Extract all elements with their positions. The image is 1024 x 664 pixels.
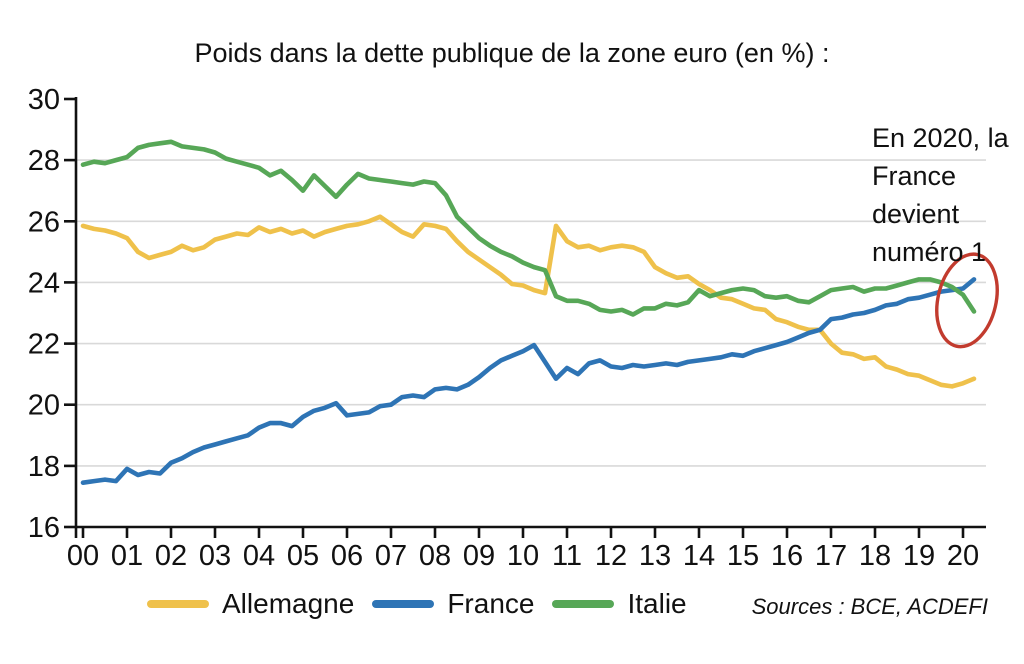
y-tick-label: 30 bbox=[28, 84, 60, 116]
x-tick-label: 01 bbox=[111, 540, 143, 572]
x-tick-label: 18 bbox=[859, 540, 891, 572]
x-tick-label: 13 bbox=[639, 540, 671, 572]
x-tick-label: 07 bbox=[375, 540, 407, 572]
x-tick-label: 03 bbox=[199, 540, 231, 572]
x-tick-label: 00 bbox=[67, 540, 99, 572]
series-line-allemagne bbox=[80, 214, 977, 389]
series-line-italie bbox=[80, 139, 977, 317]
legend-item-allemagne: Allemagne bbox=[147, 588, 354, 620]
legend-swatch-france bbox=[372, 600, 435, 608]
y-tick-label: 26 bbox=[28, 206, 60, 238]
legend-label-france: France bbox=[447, 588, 535, 619]
highlight-ellipse bbox=[935, 252, 999, 349]
y-tick-label: 22 bbox=[28, 329, 60, 361]
x-tick-label: 04 bbox=[243, 540, 275, 572]
y-tick-label: 18 bbox=[28, 451, 60, 483]
x-tick-label: 09 bbox=[463, 540, 495, 572]
legend-item-france: France bbox=[372, 588, 534, 620]
legend-item-italie: Italie bbox=[552, 588, 687, 620]
annotation-line: devient bbox=[872, 199, 960, 229]
legend-label-italie: Italie bbox=[627, 588, 687, 619]
legend-swatch-italie bbox=[552, 600, 615, 608]
x-tick-label: 15 bbox=[727, 540, 759, 572]
x-tick-label: 19 bbox=[903, 540, 935, 572]
x-tick-label: 16 bbox=[771, 540, 803, 572]
x-tick-label: 06 bbox=[331, 540, 363, 572]
y-tick-label: 24 bbox=[28, 267, 60, 299]
x-tick-label: 20 bbox=[947, 540, 979, 572]
x-tick-label: 14 bbox=[683, 540, 715, 572]
legend: Allemagne France Italie bbox=[147, 588, 687, 620]
chart-title: Poids dans la dette publique de la zone … bbox=[194, 38, 830, 68]
annotation-line: France bbox=[872, 161, 957, 191]
x-tick-label: 08 bbox=[419, 540, 451, 572]
x-tick-label: 02 bbox=[155, 540, 187, 572]
annotation-line: numéro 1 bbox=[872, 237, 987, 267]
annotation-line: En 2020, la bbox=[872, 123, 1009, 153]
x-tick-label: 10 bbox=[507, 540, 539, 572]
y-tick-label: 16 bbox=[28, 512, 60, 544]
legend-swatch-allemagne bbox=[147, 600, 209, 608]
sources-note: Sources : BCE, ACDEFI bbox=[751, 594, 988, 619]
x-tick-label: 17 bbox=[815, 540, 847, 572]
y-tick-label: 20 bbox=[28, 390, 60, 422]
annotation-text: En 2020, la France devient numéro 1 bbox=[872, 119, 1024, 271]
y-tick-label: 28 bbox=[28, 145, 60, 177]
legend-label-allemagne: Allemagne bbox=[222, 588, 355, 619]
x-tick-label: 12 bbox=[595, 540, 627, 572]
x-tick-label: 11 bbox=[552, 540, 582, 572]
series-line-france bbox=[80, 277, 977, 486]
x-tick-label: 05 bbox=[287, 540, 319, 572]
